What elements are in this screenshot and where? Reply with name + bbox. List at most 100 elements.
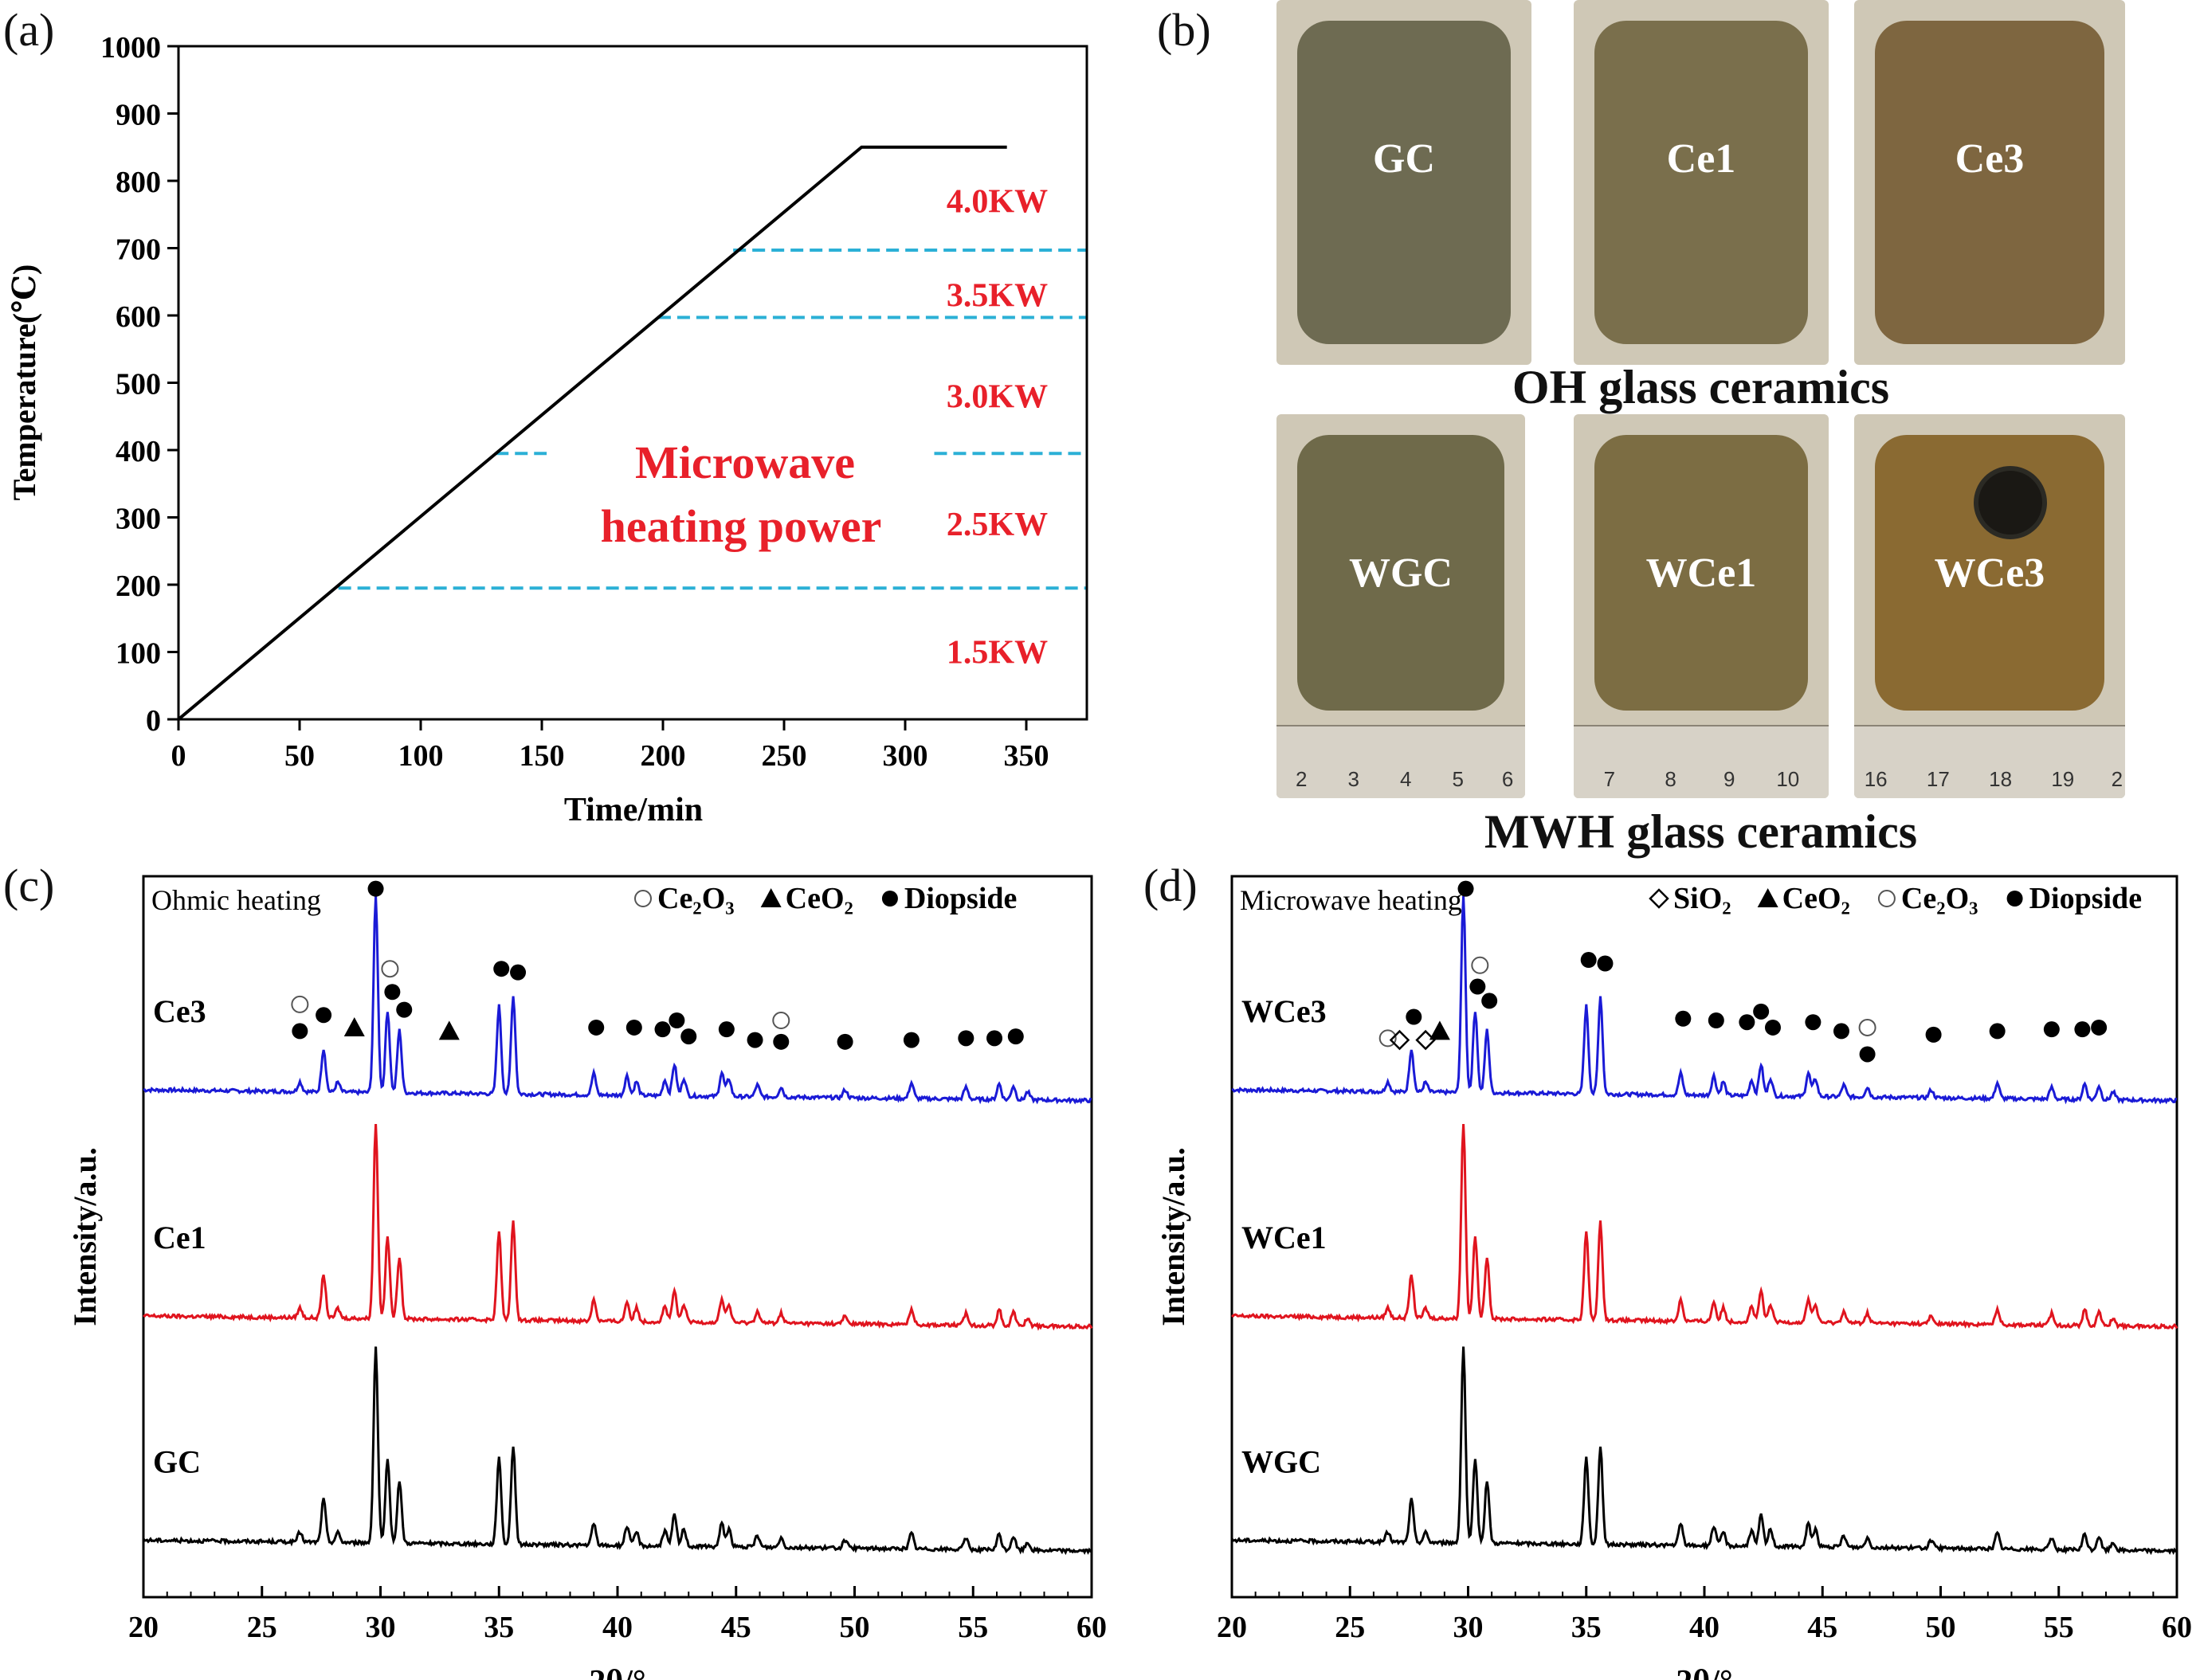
y-tick-label: 600 [116, 300, 161, 334]
phase-marker-diopside [958, 1030, 974, 1047]
y-axis-label: Intensity/a.u. [1155, 1147, 1191, 1326]
phase-marker-sio2 [1389, 1029, 1410, 1051]
legend-marker-ceo2 [1757, 888, 1778, 907]
legend-marker-diopside [881, 891, 898, 907]
y-tick-label: 900 [116, 99, 161, 132]
x-tick-label: 350 [1004, 739, 1049, 773]
sample-label: WCe3 [1934, 550, 2045, 596]
y-tick-label: 700 [116, 233, 161, 267]
sample-label: Ce1 [1666, 136, 1736, 182]
phase-marker-diopside [1457, 880, 1474, 897]
phase-marker-diopside [1805, 1014, 1822, 1031]
phase-marker-diopside [493, 961, 510, 977]
legend-marker-ceo2 [760, 888, 782, 907]
xrd-series-wce1 [1231, 1124, 2178, 1331]
xrd-series-gc [142, 1346, 1092, 1556]
phase-marker-diopside [1597, 955, 1614, 972]
annotation-line-1: Microwave [635, 437, 855, 488]
phase-marker-diopside [384, 984, 401, 1001]
phase-marker-diopside [367, 880, 384, 897]
ruler-number: 3 [1347, 767, 1359, 791]
phase-marker-ce2o3 [1378, 1029, 1397, 1048]
phase-marker-diopside [1481, 993, 1498, 1009]
phase-marker-diopside [292, 1023, 308, 1040]
phase-marker-diopside [837, 1033, 853, 1050]
y-tick-label: 0 [146, 704, 161, 738]
phase-marker-diopside [1708, 1012, 1724, 1028]
x-axis-label: Time/min [564, 792, 703, 828]
series-label: WGC [1241, 1444, 1321, 1480]
power-label: 2.5KW [947, 507, 1048, 543]
x-tick-label: 300 [883, 739, 928, 773]
plot-frame [177, 45, 1088, 721]
annotation-line-2: heating power [601, 500, 882, 552]
x-tick-label: 60 [2162, 1611, 2192, 1644]
x-tick-label: 45 [721, 1611, 751, 1644]
phase-marker-diopside [588, 1019, 605, 1036]
power-label: 3.5KW [947, 278, 1048, 315]
xrd-series-ce1 [143, 1124, 1093, 1331]
phase-marker-sio2 [1415, 1029, 1436, 1051]
y-tick-label: 200 [116, 570, 161, 603]
phase-marker-diopside [1007, 1028, 1024, 1045]
x-tick-label: 50 [840, 1611, 870, 1644]
phase-marker-diopside [654, 1021, 671, 1038]
sample-label: GC [1373, 136, 1435, 182]
oh-caption: OH glass ceramics [1512, 361, 1890, 413]
phase-marker-ce2o3 [772, 1012, 790, 1029]
x-tick-label: 200 [641, 739, 686, 773]
phase-marker-ceo2 [1429, 1020, 1450, 1040]
ruler-number: 18 [1989, 767, 2013, 791]
x-tick-label: 50 [1926, 1611, 1956, 1644]
x-tick-label: 20 [1217, 1611, 1247, 1644]
phase-marker-diopside [747, 1032, 763, 1048]
phase-marker-ce2o3 [381, 960, 399, 978]
x-tick-label: 50 [284, 739, 315, 773]
phase-marker-diopside [903, 1032, 920, 1048]
sample-photo-ce1: Ce1 [1574, 0, 1829, 365]
ruler-number: 19 [2051, 767, 2075, 791]
phase-marker-diopside [718, 1021, 735, 1038]
temperature-chart: 0 100 200 300 400 500 600 700 800 900 1000 0 50 100 1… [6, 31, 1088, 828]
xrd-ohmic-chart: 20 25 30 35 40 45 50 55 60 Ohmic heating 2θ/° Inten… [67, 875, 1107, 1680]
phase-marker-ceo2 [438, 1020, 460, 1040]
ruler-number: 9 [1723, 767, 1735, 791]
temperature-curve [177, 145, 1007, 721]
series-label: Ce1 [153, 1220, 206, 1255]
legend-label: SiO₂ [1673, 882, 1731, 915]
x-tick-label: 55 [2044, 1611, 2074, 1644]
ruler-number: 2 [1295, 767, 1308, 791]
sample-label: WCe1 [1645, 550, 1757, 596]
phase-marker-diopside [1469, 978, 1486, 995]
ruler-number: 5 [1452, 767, 1464, 791]
y-tick-label: 400 [116, 435, 161, 468]
y-tick-label: 100 [116, 637, 161, 671]
sample-photo-ce3: Ce3 [1854, 0, 2125, 365]
series-label: WCe1 [1241, 1220, 1327, 1255]
phase-marker-diopside [1739, 1014, 1755, 1031]
y-tick-label: 300 [116, 503, 161, 536]
x-tick-label: 40 [602, 1611, 633, 1644]
y-tick-label: 500 [116, 368, 161, 401]
x-tick-label: 100 [398, 739, 444, 773]
y-axis-label: Temperature(℃) [6, 264, 42, 501]
phase-marker-diopside [2091, 1019, 2108, 1036]
sample-label: Ce3 [1955, 136, 2025, 182]
sample-photo-wce1: WCe1 7 8 9 10 [1574, 414, 1829, 798]
legend-marker-diopside [2006, 891, 2023, 907]
x-tick-label: 60 [1076, 1611, 1107, 1644]
phase-marker-diopside [1764, 1019, 1781, 1036]
x-tick-label: 30 [1453, 1611, 1484, 1644]
plot-frame [1230, 875, 2178, 1599]
sample-photo-wce3: WCe3 16 17 18 19 2 [1854, 414, 2125, 798]
x-tick-label: 55 [958, 1611, 988, 1644]
phase-marker-ce2o3 [291, 995, 309, 1013]
x-tick-label: 35 [484, 1611, 514, 1644]
phase-marker-diopside [2074, 1021, 2091, 1038]
xrd-series-wgc [1230, 1346, 2178, 1556]
phase-marker-ce2o3 [1858, 1018, 1876, 1036]
phase-marker-ce2o3 [1471, 956, 1489, 974]
ruler-number: 2 [2111, 767, 2123, 791]
ruler: 16 17 18 19 2 [1854, 725, 2125, 798]
panel-label-d: (d) [1143, 860, 1198, 911]
